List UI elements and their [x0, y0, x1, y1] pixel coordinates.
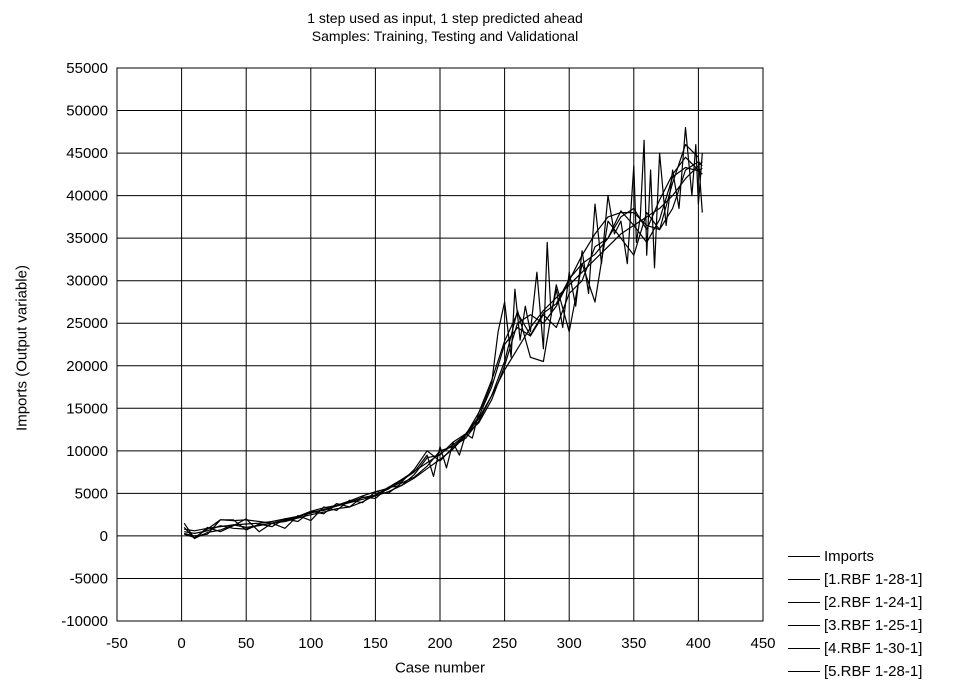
legend-swatch [788, 625, 820, 626]
y-tick-label: 50000 [66, 103, 108, 120]
x-tick-label: 300 [557, 635, 582, 652]
y-tick-label: -5000 [70, 570, 108, 587]
y-tick-label: 55000 [66, 60, 108, 77]
legend: Imports [1.RBF 1-28-1] [2.RBF 1-24-1] [3… [788, 545, 922, 683]
series-line-6 [183, 166, 703, 540]
y-tick-label: 15000 [66, 400, 108, 417]
x-tick-label: 200 [427, 635, 452, 652]
y-tick-label: 40000 [66, 188, 108, 205]
x-axis-label: Case number [394, 659, 486, 677]
legend-swatch [788, 556, 820, 557]
x-tick-label: 0 [177, 635, 185, 652]
legend-swatch [788, 648, 820, 649]
legend-item: [1.RBF 1-28-1] [788, 568, 922, 591]
plot-area-frame [116, 67, 764, 622]
x-tick-label: 400 [686, 635, 711, 652]
chart-title: 1 step used as input, 1 step predicted a… [307, 10, 583, 26]
y-tick-label: 45000 [66, 145, 108, 162]
legend-swatch [788, 671, 820, 672]
y-tick-label: 5000 [75, 485, 108, 502]
legend-label: [1.RBF 1-28-1] [824, 571, 923, 588]
series-line-2 [184, 161, 703, 532]
y-tick-label: 20000 [66, 358, 108, 375]
series-line-4 [183, 144, 703, 540]
legend-item: [2.RBF 1-24-1] [788, 591, 922, 614]
x-tick-label: 250 [492, 635, 517, 652]
legend-label: [5.RBF 1-28-1] [824, 663, 923, 680]
legend-item: Imports [788, 545, 922, 568]
y-tick-label: 30000 [66, 273, 108, 290]
grid [116, 67, 764, 622]
x-tick-label: 150 [363, 635, 388, 652]
legend-item: [5.RBF 1-28-1] [788, 660, 922, 683]
y-tick-label: -10000 [61, 613, 108, 630]
x-tick-label: 450 [750, 635, 775, 652]
series-line-5 [184, 161, 703, 537]
legend-swatch [788, 579, 820, 580]
x-tick-label: 350 [621, 635, 646, 652]
series-lines [183, 126, 703, 540]
x-tick-label: 100 [298, 635, 323, 652]
tick-labels: -50 0 50 100 150 200 250 300 350 400 450 -10000 -500… [61, 60, 775, 652]
series-line-1 [184, 126, 703, 535]
legend-item: [3.RBF 1-25-1] [788, 614, 922, 637]
y-tick-label: 0 [100, 528, 108, 545]
chart-subtitle: Samples: Training, Testing and Validatio… [311, 28, 579, 44]
legend-swatch [788, 602, 820, 603]
legend-label: [4.RBF 1-30-1] [824, 640, 923, 657]
legend-label: Imports [824, 548, 875, 565]
legend-label: [2.RBF 1-24-1] [824, 594, 923, 611]
x-tick-label: 50 [238, 635, 255, 652]
y-axis-label: Imports (Output variable) [13, 265, 31, 431]
y-tick-label: 10000 [66, 443, 108, 460]
y-tick-label: 35000 [66, 230, 108, 247]
legend-item: [4.RBF 1-30-1] [788, 637, 922, 660]
x-tick-label: -50 [106, 635, 128, 652]
legend-label: [3.RBF 1-25-1] [824, 617, 923, 634]
y-tick-label: 25000 [66, 315, 108, 332]
